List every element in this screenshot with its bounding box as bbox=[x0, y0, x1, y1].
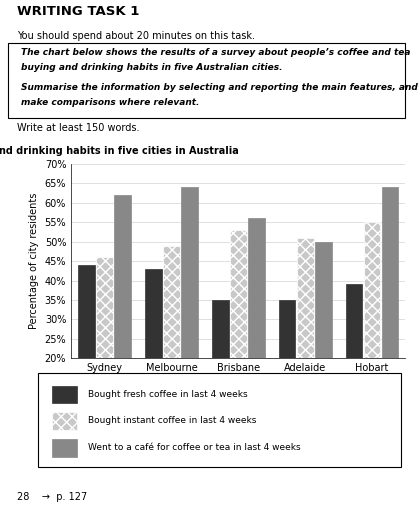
Bar bbox=[181, 187, 198, 436]
Text: You should spend about 20 minutes on this task.: You should spend about 20 minutes on thi… bbox=[17, 31, 255, 41]
Text: Bought instant coffee in last 4 weeks: Bought instant coffee in last 4 weeks bbox=[88, 416, 256, 425]
Bar bbox=[78, 265, 95, 436]
Text: Summarise the information by selecting and reporting the main features, and: Summarise the information by selecting a… bbox=[21, 83, 418, 92]
FancyBboxPatch shape bbox=[38, 373, 400, 467]
Bar bbox=[53, 413, 77, 430]
Bar bbox=[114, 195, 131, 436]
Text: Coffee and tea buying and drinking habits in five cities in Australia: Coffee and tea buying and drinking habit… bbox=[0, 146, 238, 156]
Bar bbox=[53, 439, 77, 457]
Text: make comparisons where relevant.: make comparisons where relevant. bbox=[21, 98, 199, 108]
Bar bbox=[382, 187, 398, 436]
Text: WRITING TASK 1: WRITING TASK 1 bbox=[17, 5, 139, 17]
Bar bbox=[145, 269, 162, 436]
Bar bbox=[248, 218, 265, 436]
Text: 28    →  p. 127: 28 → p. 127 bbox=[17, 492, 87, 502]
Bar bbox=[297, 238, 314, 436]
FancyBboxPatch shape bbox=[8, 43, 405, 118]
Y-axis label: Percentage of city residents: Percentage of city residents bbox=[29, 193, 39, 329]
Bar bbox=[212, 300, 229, 436]
Bar bbox=[315, 242, 331, 436]
Text: Went to a café for coffee or tea in last 4 weeks: Went to a café for coffee or tea in last… bbox=[88, 443, 301, 452]
Bar bbox=[53, 386, 77, 403]
Text: buying and drinking habits in five Australian cities.: buying and drinking habits in five Austr… bbox=[21, 63, 283, 72]
Bar bbox=[96, 257, 113, 436]
Bar bbox=[163, 246, 180, 436]
Bar bbox=[230, 230, 247, 436]
Text: Write at least 150 words.: Write at least 150 words. bbox=[17, 123, 139, 133]
Text: The chart below shows the results of a survey about people’s coffee and tea: The chart below shows the results of a s… bbox=[21, 48, 410, 57]
Text: Bought fresh coffee in last 4 weeks: Bought fresh coffee in last 4 weeks bbox=[88, 390, 247, 398]
Bar bbox=[364, 222, 380, 436]
Bar bbox=[346, 285, 362, 436]
Bar bbox=[279, 300, 296, 436]
